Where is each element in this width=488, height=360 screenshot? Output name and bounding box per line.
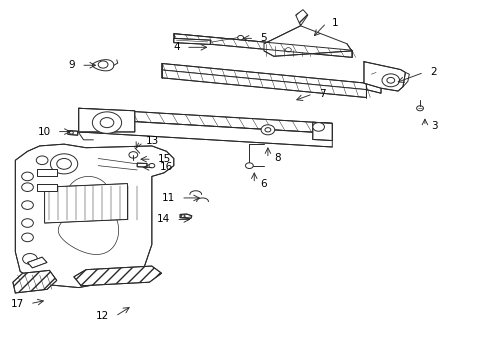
Polygon shape — [161, 63, 366, 90]
Polygon shape — [44, 184, 127, 223]
Circle shape — [416, 106, 423, 111]
Text: 10: 10 — [38, 127, 51, 136]
Circle shape — [261, 125, 274, 135]
Polygon shape — [15, 144, 173, 288]
Text: 12: 12 — [96, 311, 109, 321]
Polygon shape — [92, 60, 114, 71]
Polygon shape — [173, 34, 351, 57]
Polygon shape — [37, 184, 57, 191]
Circle shape — [98, 61, 108, 68]
Polygon shape — [137, 163, 147, 167]
Polygon shape — [79, 108, 331, 134]
Text: 5: 5 — [260, 33, 266, 43]
Circle shape — [237, 36, 243, 40]
Polygon shape — [264, 26, 351, 56]
Polygon shape — [173, 39, 210, 44]
Circle shape — [50, 154, 78, 174]
Circle shape — [381, 74, 399, 87]
Polygon shape — [74, 266, 161, 286]
Text: 8: 8 — [273, 153, 280, 163]
Circle shape — [21, 233, 33, 242]
Polygon shape — [161, 70, 366, 98]
Polygon shape — [295, 10, 307, 26]
Text: 2: 2 — [429, 67, 435, 77]
Circle shape — [21, 219, 33, 227]
Text: 1: 1 — [331, 18, 338, 28]
Text: 3: 3 — [430, 121, 436, 131]
Circle shape — [149, 163, 155, 168]
Polygon shape — [68, 131, 78, 135]
Text: 4: 4 — [173, 42, 180, 52]
Circle shape — [245, 163, 253, 168]
Polygon shape — [66, 176, 110, 216]
Polygon shape — [27, 257, 47, 268]
Text: 16: 16 — [160, 162, 173, 172]
Circle shape — [69, 131, 73, 134]
Circle shape — [57, 158, 71, 169]
Polygon shape — [173, 34, 351, 53]
Polygon shape — [13, 270, 57, 293]
Circle shape — [312, 123, 324, 131]
Circle shape — [21, 183, 33, 192]
Circle shape — [129, 152, 138, 158]
Circle shape — [92, 112, 122, 134]
Circle shape — [21, 172, 33, 181]
Circle shape — [181, 215, 184, 218]
Text: 17: 17 — [11, 299, 24, 309]
Circle shape — [100, 118, 114, 128]
Text: 9: 9 — [68, 60, 75, 70]
Polygon shape — [312, 122, 331, 140]
Circle shape — [21, 201, 33, 210]
Circle shape — [264, 128, 270, 132]
Polygon shape — [366, 83, 380, 93]
Circle shape — [22, 253, 37, 264]
Polygon shape — [37, 169, 57, 176]
Circle shape — [36, 156, 48, 165]
Polygon shape — [363, 62, 405, 91]
Circle shape — [386, 77, 394, 83]
Polygon shape — [180, 214, 191, 219]
Text: 13: 13 — [145, 136, 159, 145]
Circle shape — [285, 48, 291, 52]
Text: 15: 15 — [158, 154, 171, 164]
Polygon shape — [79, 118, 331, 147]
Text: 6: 6 — [260, 179, 266, 189]
Text: 11: 11 — [162, 193, 175, 203]
Polygon shape — [58, 206, 119, 255]
Text: 7: 7 — [318, 89, 325, 99]
Polygon shape — [79, 108, 135, 132]
Text: 14: 14 — [157, 215, 170, 224]
